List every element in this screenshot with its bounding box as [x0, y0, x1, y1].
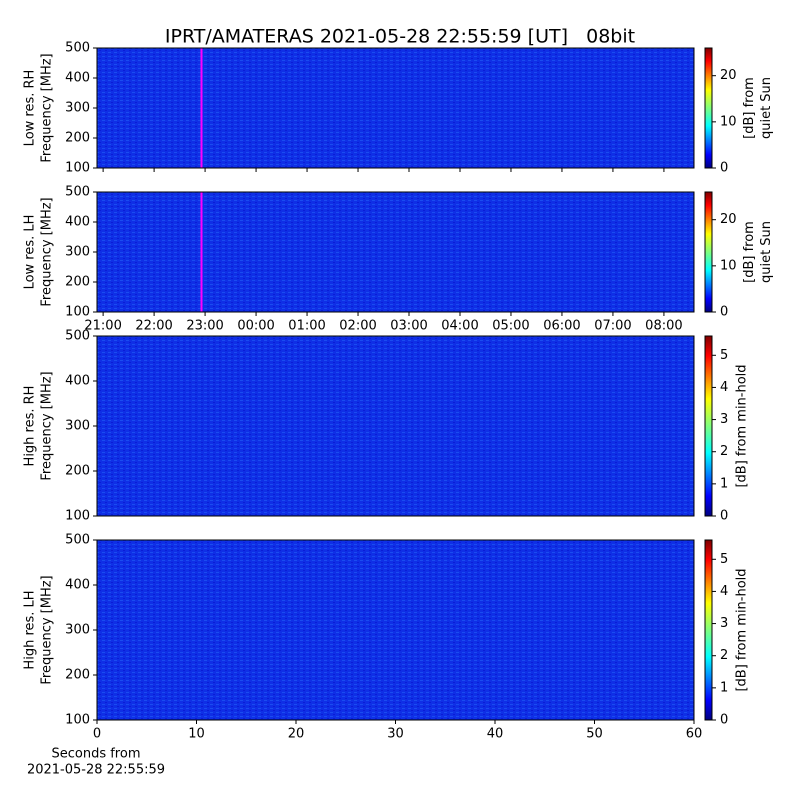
y-axis-label: High res. LH — [23, 590, 38, 669]
y-tick-label: 400 — [65, 215, 90, 230]
x-tick-label: 21:00 — [84, 319, 121, 334]
x-tick-label: 22:00 — [135, 319, 172, 334]
colorbar-tick-label: 2 — [720, 648, 728, 663]
y-tick-label: 500 — [65, 329, 90, 344]
y-axis-label: Frequency [MHz] — [40, 371, 55, 480]
colorbar-tick-label: 5 — [720, 348, 728, 363]
x-tick-label: 23:00 — [186, 319, 223, 334]
colorbar-label: [dB] from — [742, 77, 757, 139]
colorbar — [704, 191, 713, 313]
y-tick-label: 400 — [65, 71, 90, 86]
y-tick-label: 200 — [65, 668, 90, 683]
x-axis-label: 2021-05-28 22:55:59 — [27, 763, 165, 778]
x-tick-label: 03:00 — [390, 319, 427, 334]
x-tick-label: 0 — [93, 727, 101, 742]
x-tick-label: 07:00 — [594, 319, 631, 334]
y-tick-label: 100 — [65, 509, 90, 524]
y-axis-label: Frequency [MHz] — [40, 53, 55, 162]
x-tick-label: 00:00 — [237, 319, 274, 334]
colorbar-tick-label: 10 — [720, 258, 737, 273]
x-tick-label: 01:00 — [288, 319, 325, 334]
colorbar — [704, 539, 713, 721]
colorbar-tick-label: 10 — [720, 114, 737, 129]
colorbar-tick-label: 20 — [720, 212, 737, 227]
y-axis-label: High res. RH — [23, 386, 38, 467]
chart-title: IPRT/AMATERAS 2021-05-28 22:55:59 [UT] 0… — [165, 26, 635, 48]
y-tick-label: 100 — [65, 713, 90, 728]
colorbar-tick-label: 3 — [720, 412, 728, 427]
colorbar-tick-label: 4 — [720, 380, 728, 395]
y-axis-label: Low res. RH — [23, 70, 38, 147]
colorbar — [704, 335, 713, 517]
spectrogram — [97, 540, 694, 720]
x-tick-label: 60 — [686, 727, 703, 742]
y-tick-label: 200 — [65, 275, 90, 290]
y-tick-label: 100 — [65, 161, 90, 176]
colorbar-tick-label: 20 — [720, 68, 737, 83]
x-tick-label: 05:00 — [492, 319, 529, 334]
y-tick-label: 300 — [65, 623, 90, 638]
y-tick-label: 500 — [65, 185, 90, 200]
x-tick-label: 20 — [288, 727, 305, 742]
x-tick-label: 40 — [487, 727, 504, 742]
y-tick-label: 400 — [65, 374, 90, 389]
colorbar-tick-label: 2 — [720, 444, 728, 459]
y-tick-label: 300 — [65, 419, 90, 434]
y-axis-label: Low res. LH — [23, 215, 38, 290]
y-axis-label: Frequency [MHz] — [40, 575, 55, 684]
y-tick-label: 100 — [65, 305, 90, 320]
spectrogram — [97, 192, 694, 312]
colorbar — [704, 47, 713, 169]
y-tick-label: 300 — [65, 245, 90, 260]
x-tick-label: 02:00 — [339, 319, 376, 334]
y-axis-label: Frequency [MHz] — [40, 197, 55, 306]
y-tick-label: 200 — [65, 131, 90, 146]
y-tick-label: 300 — [65, 101, 90, 116]
x-tick-label: 30 — [387, 727, 404, 742]
spectrogram — [97, 48, 694, 168]
colorbar-label: quiet Sun — [759, 77, 774, 139]
colorbar-label: quiet Sun — [759, 221, 774, 283]
x-tick-label: 10 — [188, 727, 205, 742]
x-axis-label: Seconds from — [51, 747, 140, 762]
y-tick-label: 200 — [65, 464, 90, 479]
colorbar-tick-label: 0 — [720, 713, 728, 728]
colorbar-tick-label: 1 — [720, 476, 728, 491]
colorbar-tick-label: 0 — [720, 509, 728, 524]
x-tick-label: 50 — [586, 727, 603, 742]
colorbar-tick-label: 0 — [720, 161, 728, 176]
x-tick-label: 06:00 — [543, 319, 580, 334]
colorbar-tick-label: 5 — [720, 552, 728, 567]
y-tick-label: 500 — [65, 41, 90, 56]
colorbar-label: [dB] from min-hold — [735, 568, 750, 691]
colorbar-label: [dB] from — [742, 221, 757, 283]
colorbar-tick-label: 1 — [720, 680, 728, 695]
colorbar-label: [dB] from min-hold — [735, 364, 750, 487]
x-tick-label: 04:00 — [441, 319, 478, 334]
x-tick-label: 08:00 — [645, 319, 682, 334]
y-tick-label: 400 — [65, 578, 90, 593]
y-tick-label: 500 — [65, 533, 90, 548]
spectrogram — [97, 336, 694, 516]
colorbar-tick-label: 0 — [720, 305, 728, 320]
colorbar-tick-label: 3 — [720, 616, 728, 631]
colorbar-tick-label: 4 — [720, 584, 728, 599]
